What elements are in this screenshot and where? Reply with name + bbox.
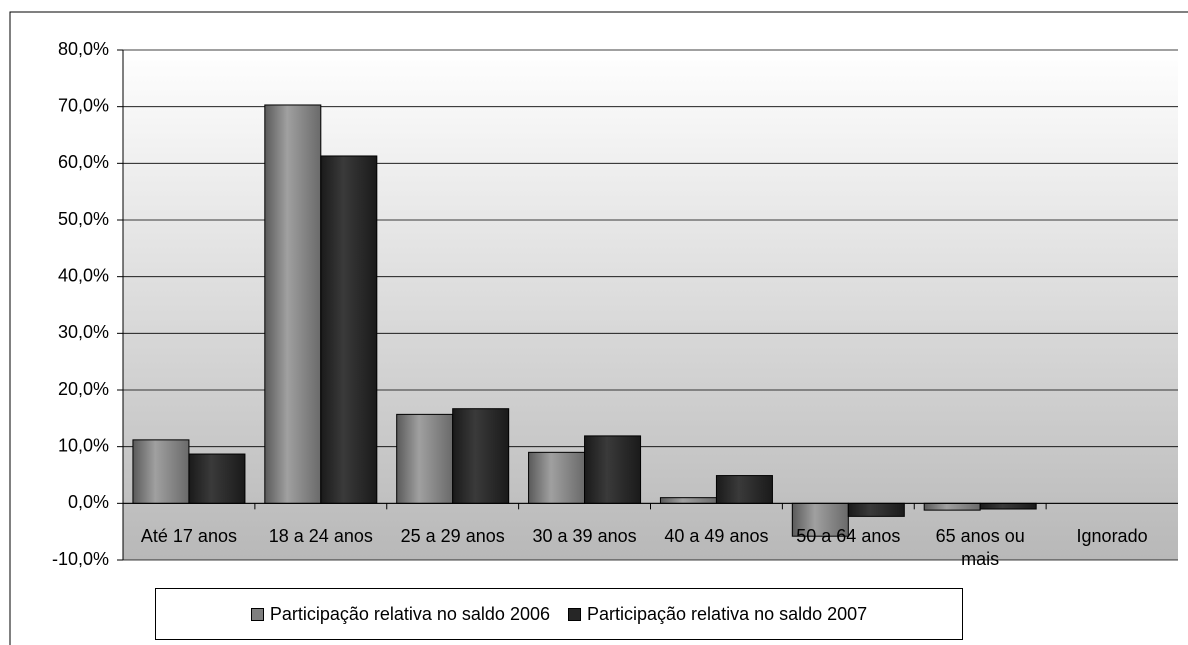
legend-item: Participação relativa no saldo 2006	[250, 603, 550, 625]
x-tick-label: Ignorado	[1076, 526, 1148, 547]
y-tick-label: 30,0%	[58, 322, 109, 342]
outer-border	[9, 11, 1188, 645]
y-tick-label: 40,0%	[58, 265, 109, 285]
bar	[791, 502, 849, 537]
bar	[132, 439, 190, 504]
y-tick-label: 20,0%	[58, 379, 109, 399]
x-tick-label: 65 anos ou mais	[935, 526, 1025, 570]
legend: Participação relativa no saldo 2006 Parti…	[155, 588, 963, 640]
x-tick-label: 30 a 39 anos	[532, 526, 637, 547]
y-tick-label: 0,0%	[68, 492, 109, 512]
x-tick-label: Até 17 anos	[140, 526, 237, 547]
bar	[396, 413, 454, 504]
bar	[320, 155, 378, 504]
bar	[847, 502, 905, 517]
bar	[659, 497, 717, 504]
x-tick-label: 40 a 49 anos	[664, 526, 769, 547]
x-tick-label: 25 a 29 anos	[400, 526, 505, 547]
legend-label: Participação relativa no saldo 2007	[587, 603, 868, 624]
y-tick-label: -10,0%	[52, 549, 109, 569]
legend-label: Participação relativa no saldo 2006	[269, 603, 550, 624]
x-tick-label: 50 a 64 anos	[796, 526, 901, 547]
bar	[923, 502, 981, 511]
y-tick-label: 80,0%	[58, 39, 109, 59]
bar	[979, 502, 1037, 510]
y-tick-label: 10,0%	[58, 435, 109, 455]
y-tick-label: 70,0%	[58, 95, 109, 115]
legend-swatch	[250, 607, 264, 621]
bar	[452, 408, 510, 504]
legend-item: Participação relativa no saldo 2007	[568, 604, 867, 625]
bar	[584, 435, 642, 504]
x-tick-label: 18 a 24 anos	[268, 526, 373, 547]
y-tick-label: 60,0%	[58, 152, 109, 172]
bar	[188, 453, 246, 504]
bar	[528, 451, 586, 504]
y-tick-label: 50,0%	[58, 209, 109, 229]
legend-swatch	[568, 607, 581, 621]
bar	[715, 475, 773, 504]
bar	[264, 104, 322, 504]
